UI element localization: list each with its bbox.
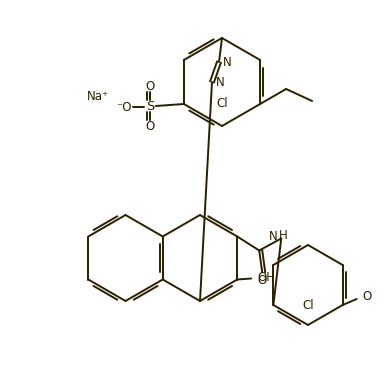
Text: N: N (269, 230, 278, 243)
Text: O: O (363, 290, 372, 303)
Text: N: N (223, 56, 231, 69)
Text: O: O (258, 274, 267, 287)
Text: Cl: Cl (216, 97, 228, 110)
Text: Cl: Cl (302, 299, 314, 312)
Text: N: N (216, 76, 224, 89)
Text: H: H (279, 229, 288, 242)
Text: O: O (145, 119, 154, 132)
Text: OH: OH (257, 271, 275, 284)
Text: Na⁺: Na⁺ (87, 89, 109, 102)
Text: S: S (146, 99, 154, 112)
Text: ⁻O: ⁻O (116, 101, 132, 114)
Text: O: O (145, 79, 154, 92)
